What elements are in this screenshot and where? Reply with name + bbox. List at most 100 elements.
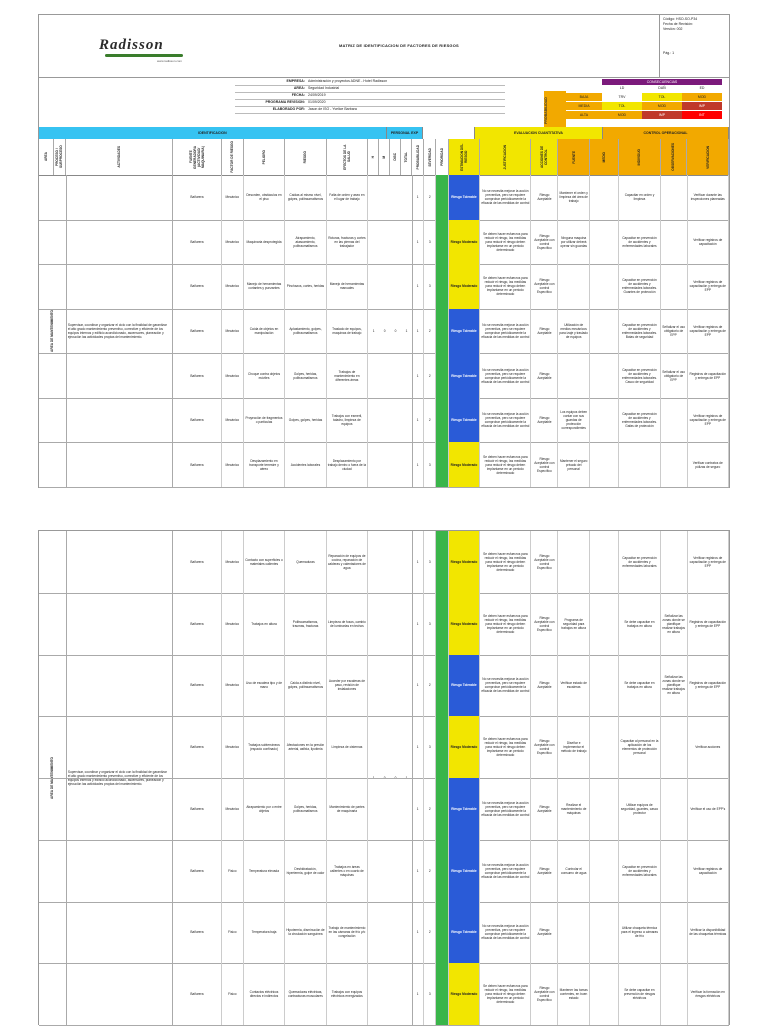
cell-medio <box>590 778 620 840</box>
matrix-cell: MOD <box>602 111 642 119</box>
document-header: Radisson www.radisson.com MATRIZ DE IDEN… <box>39 15 729 78</box>
cell-est: Riesgo Moderado <box>448 716 481 778</box>
cell-riesgo: Golpes, golpes, heridas <box>285 397 327 443</box>
cell-accion: Riesgo Aceptable <box>532 175 559 220</box>
matrix-row: ALTA MOD IMP INT <box>566 111 722 119</box>
column-header-text: INDIVIDUO <box>637 148 642 166</box>
cell-prob: 1 <box>412 778 425 840</box>
cell-efectos: Falta de orden y aseo en el lugar de tra… <box>327 175 369 220</box>
column-header: TOTAL <box>400 139 412 175</box>
matrix-cell: MOD <box>682 93 722 101</box>
logo-url: www.radisson.com <box>157 59 183 63</box>
cell-peligro: Atrapamiento por o entre objetos <box>244 778 286 840</box>
column-header: OBSERVACIONES <box>660 139 688 175</box>
matrix-row-label: BAJA <box>566 93 602 101</box>
personal-m: 0 <box>383 776 386 780</box>
cell-prob: 1 <box>412 219 425 265</box>
cell-just: Se deben hacer esfuerzos para reducir el… <box>480 531 532 593</box>
matrix-consequence-label: CONSECUENCIAS <box>602 79 722 85</box>
table-row: Bañarera Mecánico Desplazamiento en transp… <box>39 442 729 488</box>
cell-efectos: Limpieza de cisternas <box>327 716 369 778</box>
cell-peligro: Choque contra objetos móviles <box>244 353 286 398</box>
cell-verif: Verificar contratos de pólizas de seguro <box>688 442 729 487</box>
info-label: FECHA: <box>291 93 305 97</box>
cell-peligro: Trabajos subterráneos (espacio confinado… <box>244 716 286 778</box>
cell-accion: Riesgo Aceptable <box>532 308 559 354</box>
cell-medio <box>590 901 620 964</box>
company-info: EMPRESA: Administración y proyectos ADNE … <box>235 79 505 114</box>
cell-sev: 2 <box>424 353 437 398</box>
cell-just: Se deben hacer esfuerzos para reducir el… <box>480 219 532 265</box>
cell-just: No se necesita mejorar la acción prevent… <box>480 308 532 354</box>
cell-est: Riesgo Tolerable <box>448 353 481 398</box>
cell-factor: Físico <box>222 963 244 1025</box>
cell-factor: Mecánico <box>222 264 244 309</box>
cell-riesgo: Deshidratación, hipertermia, golpe de ca… <box>285 839 327 902</box>
cell-efectos: Trabajos con equipos eléctricos energiza… <box>327 963 369 1025</box>
band-blank <box>423 127 475 139</box>
cell-fuentec: Mantener el seguro privado del personal <box>558 442 591 487</box>
cell-medio <box>590 654 620 717</box>
cell-prioridad <box>436 654 449 717</box>
cell-est: Riesgo Moderado <box>448 264 481 309</box>
personal-exposed: 1 0 0 1 <box>368 531 414 1025</box>
info-row: ELABORADO POR: Jason de ISO - Yvelice Bar… <box>235 107 505 114</box>
cell-fuente: Bañarera <box>173 219 222 265</box>
column-header: EFECTOS DE LA SALUD <box>326 139 369 175</box>
info-value: 24/09/2019 <box>308 93 326 97</box>
cell-verif: Verificar la disponibilidad de las chaqu… <box>688 901 729 964</box>
cell-peligro: Desorden, obstáculos en el piso <box>244 175 286 220</box>
cell-prob: 1 <box>412 654 425 717</box>
cell-est: Riesgo Tolerable <box>448 397 481 443</box>
activity-description: Supervisar, coordinar y organizar el cic… <box>66 175 174 487</box>
matrix-cell: INT <box>682 111 722 119</box>
column-header: ESTIMACION DEL RIESGO <box>448 139 481 175</box>
cell-riesgo: Caída a distinto nivel, golpes, politrau… <box>285 654 327 717</box>
cell-fuente: Bañarera <box>173 963 222 1025</box>
matrix-col-header: DAÑ <box>658 86 666 90</box>
cell-riesgo: Politraumatismos, traumas, fracturas <box>285 592 327 655</box>
cell-factor: Mecánico <box>222 308 244 354</box>
column-header-text: M <box>382 155 387 159</box>
cell-est: Riesgo Moderado <box>448 219 481 265</box>
table-row: Bañarera Mecánico Caída de objetos en mani… <box>39 308 729 355</box>
cell-prioridad <box>436 901 449 964</box>
cell-verif: Verificar el uso de EPP's <box>688 778 729 840</box>
cell-fuente: Bañarera <box>173 592 222 655</box>
process-label: AREA DE MANTENIMIENTO <box>39 175 67 487</box>
cell-indiv: Capacitar al personal en la aplicación d… <box>619 716 661 778</box>
matrix-row-label: ALTA <box>566 111 602 119</box>
cell-fuentec: Realizar el mantenimiento de máquinas <box>558 778 591 840</box>
cell-prioridad <box>436 592 449 655</box>
cell-obs <box>661 397 688 443</box>
cell-efectos: Trabajos de mantenimiento en diferentes … <box>327 353 369 398</box>
cell-indiv: Se debe capacitar en trabajos en altura <box>619 654 661 717</box>
column-header: M <box>379 139 391 175</box>
column-header: PROBABILIDAD <box>411 139 425 175</box>
cell-just: No se necesita mejorar la acción prevent… <box>480 654 532 717</box>
cell-fuente: Bañarera <box>173 353 222 398</box>
cell-prioridad <box>436 264 449 309</box>
cell-sev: 2 <box>424 175 437 220</box>
column-header-text: PROCESO / SUBPROCESO <box>55 145 64 169</box>
info-value: Jason de ISO - Yvelice Barbara <box>308 107 357 111</box>
cell-medio <box>590 716 620 778</box>
document-page-number: Pág.: 1 <box>663 51 675 55</box>
cell-verif: Verificar registros de capacitación y en… <box>688 308 729 354</box>
column-header-text: ACCIONES DE CONTROL <box>540 145 549 169</box>
column-header: SEVERIDAD <box>424 139 437 175</box>
cell-verif: Verificar durante las inspecciones plane… <box>688 175 729 220</box>
cell-prioridad <box>436 778 449 840</box>
radisson-logo: Radisson <box>99 37 164 53</box>
cell-efectos: Acceder por escaleras de paso, revisión … <box>327 654 369 717</box>
cell-obs <box>661 219 688 265</box>
cell-prioridad <box>436 442 449 487</box>
cell-obs <box>661 963 688 1025</box>
cell-just: Se deben hacer esfuerzos para reducir el… <box>480 442 532 487</box>
document-page-1: Radisson www.radisson.com MATRIZ DE IDEN… <box>38 14 730 488</box>
cell-obs <box>661 778 688 840</box>
cell-fuentec: Utilización de medios mecánicos para iza… <box>558 308 591 354</box>
cell-est: Riesgo Moderado <box>448 592 481 655</box>
column-header-text: FUENTE GENERADORA (ACTIVIDAD/ MAQUINARIA… <box>188 145 205 169</box>
cell-prioridad <box>436 175 449 220</box>
